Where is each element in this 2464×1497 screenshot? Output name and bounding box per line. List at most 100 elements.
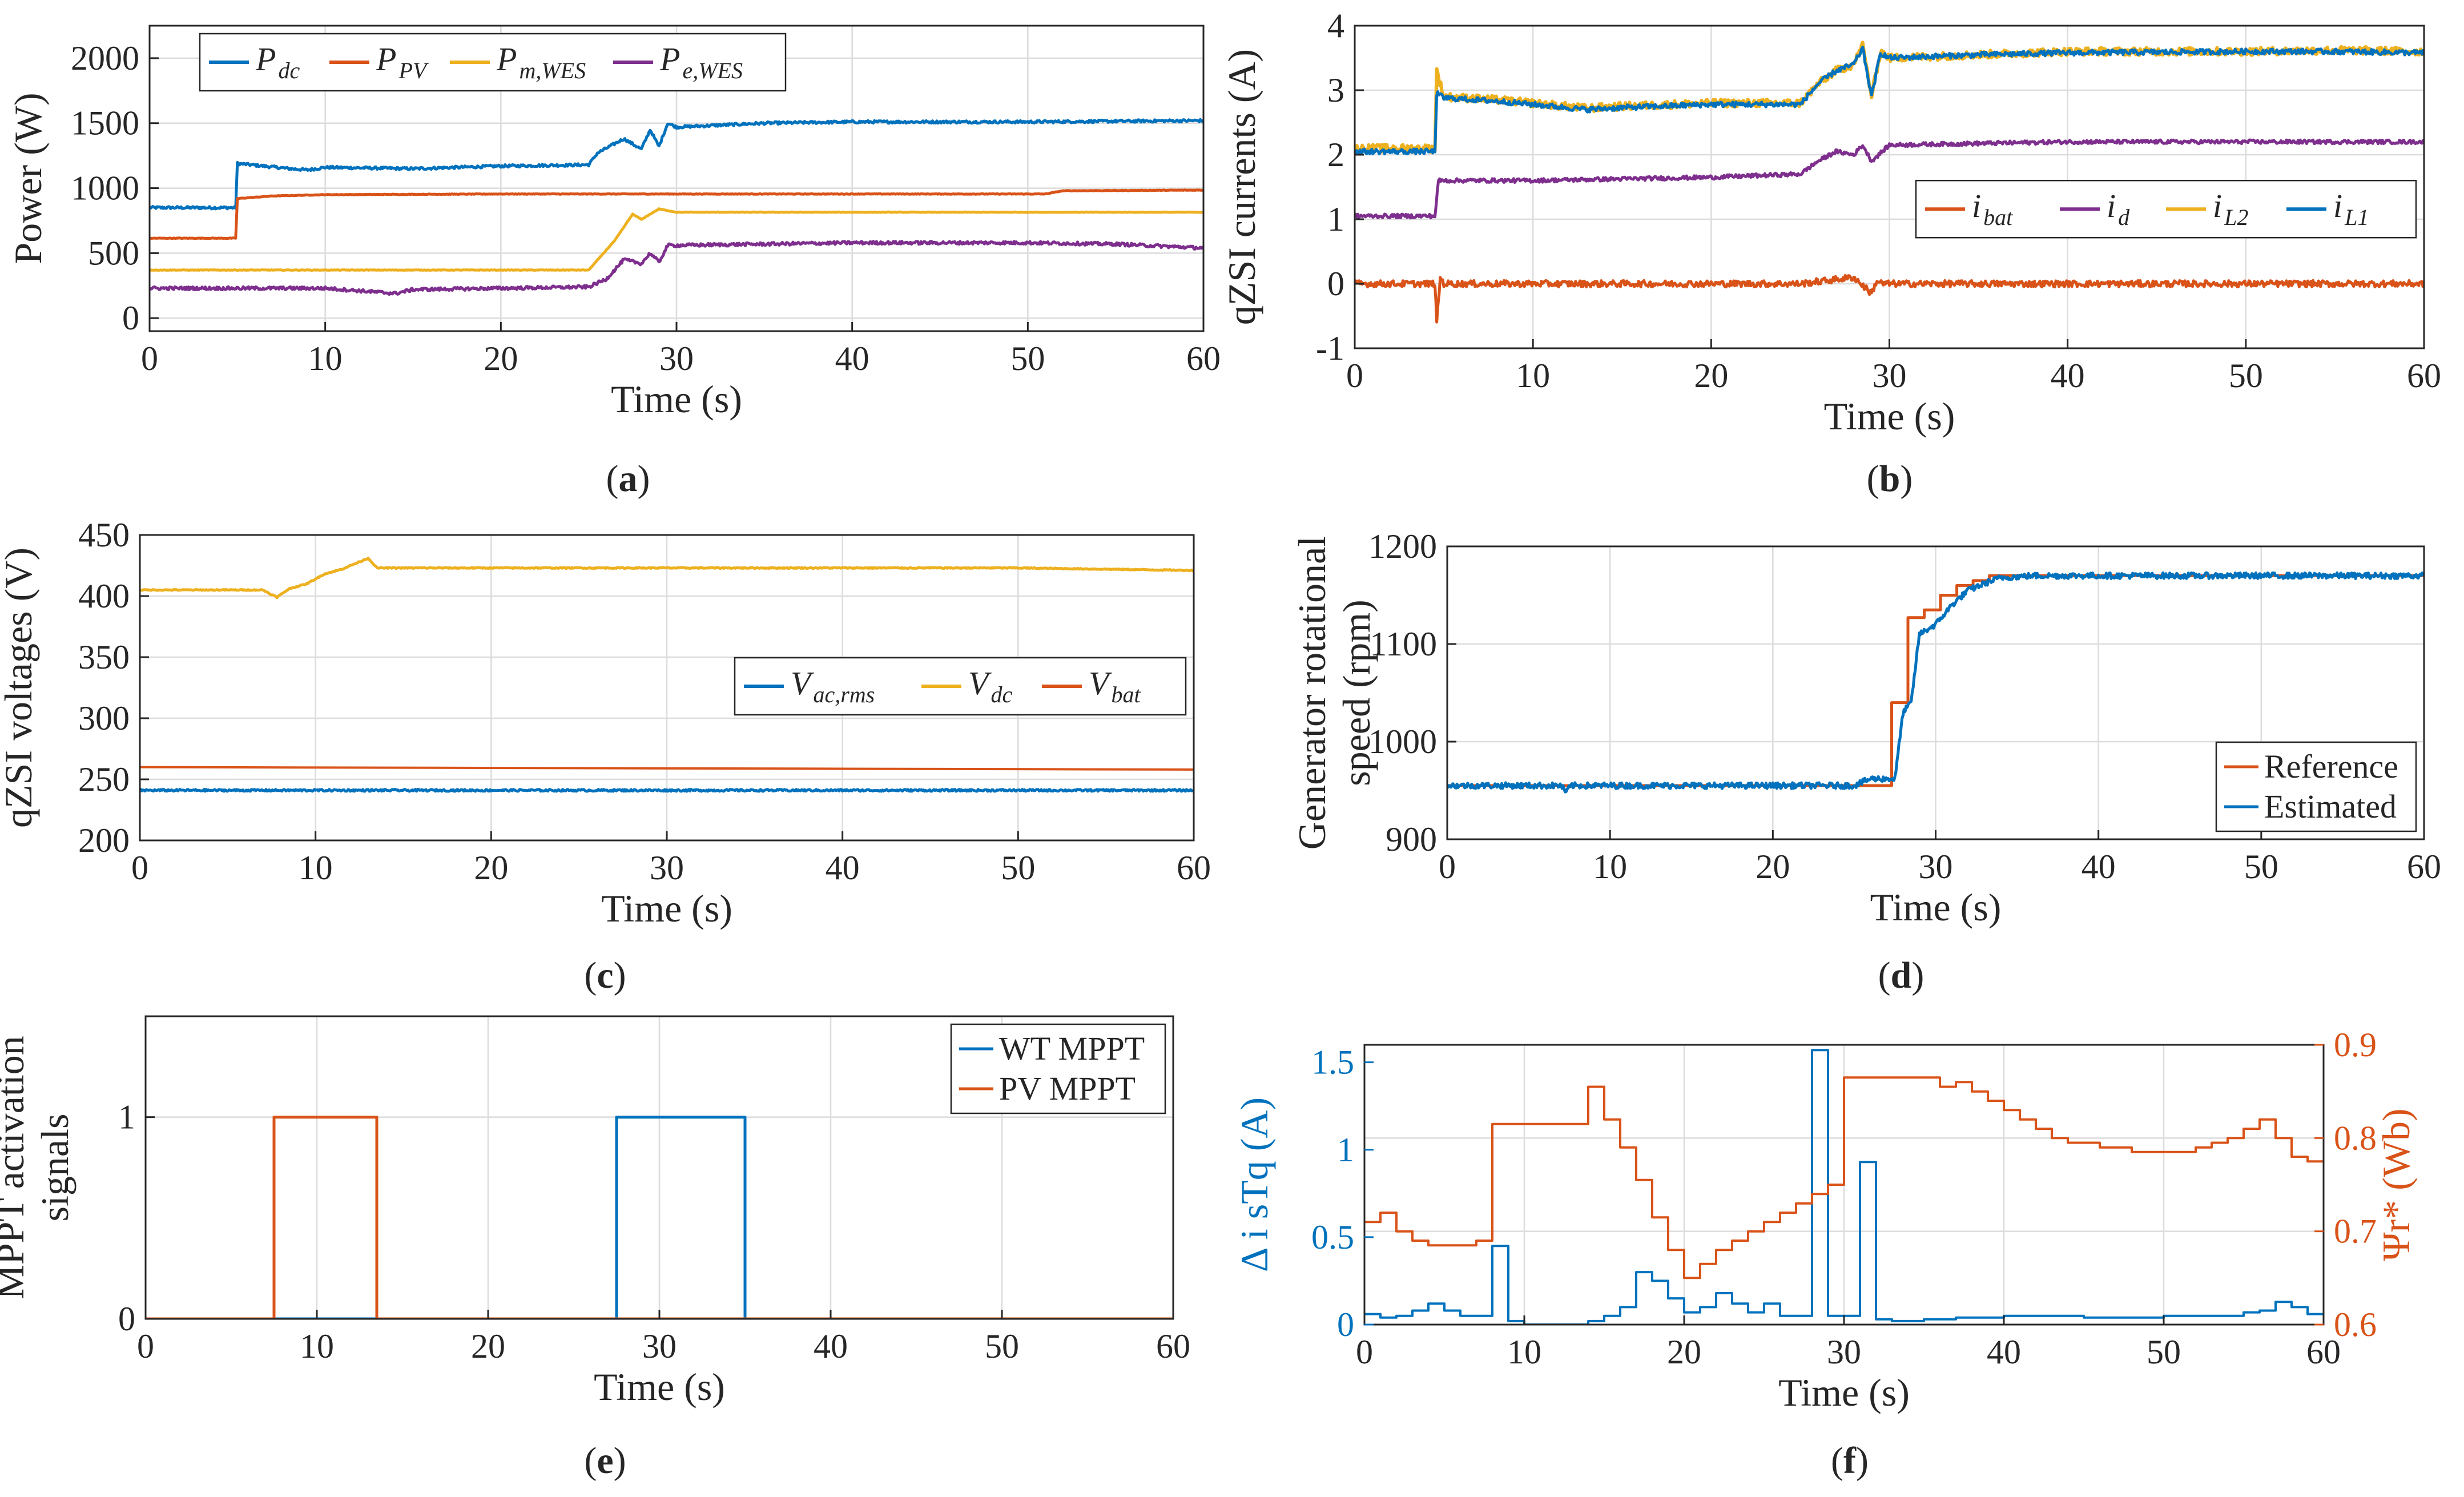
y-tick-label: 500 <box>88 234 139 272</box>
y-axis-label: signals <box>33 1114 77 1222</box>
y-axis-label: Generator rotational <box>1290 536 1334 850</box>
x-axis-label: Time (s) <box>1778 1371 1910 1414</box>
series-e-0 <box>146 1116 1173 1319</box>
y-tick-label: 0 <box>1337 1306 1354 1343</box>
x-axis-label: Time (s) <box>1870 886 2002 929</box>
x-tick-label: 50 <box>2244 848 2278 886</box>
y-tick-label: 900 <box>1386 820 1437 858</box>
y-tick-label: 1 <box>1327 200 1344 238</box>
x-tick-label: 40 <box>1987 1333 2021 1371</box>
legend-label: Estimated <box>2264 788 2397 825</box>
legend-b: i bat i d i L2 i L1 <box>1915 179 2417 239</box>
x-tick-label: 10 <box>300 1327 334 1365</box>
x-tick-label: 40 <box>826 849 860 887</box>
series-a-2 <box>150 207 1203 272</box>
y-tick-label: 1 <box>118 1098 135 1136</box>
y-axis-label: qZSI voltages (V) <box>0 548 40 828</box>
y-axis-label: qZSI currents (A) <box>1220 49 1263 325</box>
x-axis-label: Time (s) <box>611 377 742 421</box>
caption-a: (a) <box>606 458 650 500</box>
y-tick-label: 1200 <box>1368 528 1437 565</box>
x-tick-label: 60 <box>1186 340 1221 377</box>
legend-label: WT MPPT <box>999 1030 1145 1067</box>
y-axis-label: MPPT activation <box>0 1036 32 1299</box>
y-tick-label: 1000 <box>71 170 139 207</box>
series-b-0 <box>1355 274 2424 324</box>
x-tick-label: 30 <box>642 1327 677 1365</box>
x-tick-label: 20 <box>1667 1333 1701 1371</box>
y-tick-label: 0 <box>118 1300 135 1338</box>
x-tick-label: 40 <box>2081 848 2116 886</box>
legend-label: i L1 <box>2333 187 2369 230</box>
chart-f: 0 10 20 30 40 50 60 0 0.5 1 1.5 0.6 0.7 0.8 0.9 Time (s… <box>1233 1026 2418 1482</box>
x-tick-label: 30 <box>650 849 684 887</box>
caption-c: (c) <box>584 955 626 996</box>
legend-label: i L2 <box>2213 187 2248 230</box>
x-tick-label: 40 <box>835 340 869 377</box>
x-tick-label: 40 <box>814 1327 848 1365</box>
y-tick-label: 0 <box>1327 265 1344 303</box>
legend-label: i bat <box>1972 187 2013 230</box>
y-tick-label: 0 <box>122 299 139 337</box>
x-tick-label: 0 <box>1356 1333 1373 1371</box>
series-f-0 <box>1364 1049 2324 1325</box>
legend-box <box>199 33 787 92</box>
series-c-1 <box>140 557 1194 599</box>
caption-e: (e) <box>584 1440 626 1482</box>
x-tick-label: 60 <box>2407 357 2441 395</box>
x-tick-label: 30 <box>659 340 694 377</box>
y-tick-label: 1100 <box>1370 625 1437 663</box>
y-tick-label: 1500 <box>71 104 139 142</box>
legend-label: P PV <box>376 41 429 83</box>
chart-d: 0 10 20 30 40 50 60 900 1000 1100 1200 Time (s) Gene… <box>1290 528 2441 996</box>
caption-f: (f) <box>1831 1440 1869 1482</box>
y-tick-label: 2000 <box>71 39 139 77</box>
y-axis-label: speed (rpm) <box>1335 599 1378 786</box>
chart-e: 0 10 20 30 40 50 60 0 1 Time (s) MPPT activation si… <box>0 1015 1190 1482</box>
x-tick-label: 20 <box>471 1327 505 1365</box>
legend-box <box>950 1023 1166 1114</box>
x-tick-label: 0 <box>1346 357 1363 395</box>
y-right-tick-label: 0.6 <box>2334 1306 2377 1343</box>
y-tick-label: 450 <box>78 516 130 554</box>
y-right-tick-label: 0.9 <box>2334 1026 2377 1064</box>
x-axis-label: Time (s) <box>594 1365 725 1409</box>
y-tick-label: 400 <box>78 577 130 615</box>
x-tick-label: 20 <box>484 340 518 377</box>
y-axis-label: Power (W) <box>6 92 50 264</box>
chart-a: 0 10 20 30 40 50 60 0 500 1000 1500 2000 Time (s) Pow… <box>6 25 1221 500</box>
x-tick-label: 60 <box>1177 849 1211 887</box>
y-axis-label-left: Δ i sTq (A) <box>1233 1097 1276 1272</box>
y-right-tick-label: 0.8 <box>2334 1119 2377 1157</box>
x-tick-label: 50 <box>1001 849 1035 887</box>
x-tick-label: 40 <box>2051 357 2085 395</box>
x-tick-label: 50 <box>2147 1333 2181 1371</box>
x-axis-label: Time (s) <box>601 887 732 930</box>
series-a-3 <box>150 240 1203 296</box>
y-tick-label: 0.5 <box>1311 1218 1354 1256</box>
y-tick-label: 1000 <box>1368 723 1437 760</box>
x-tick-label: 0 <box>137 1327 154 1365</box>
chart-c: 0 10 20 30 40 50 60 200 250 300 350 400 450 Time (s) q… <box>0 516 1211 996</box>
legend-label: Reference <box>2264 748 2398 785</box>
y-tick-label: -1 <box>1316 329 1344 367</box>
y-tick-label: 1.5 <box>1311 1044 1354 1081</box>
y-tick-label: 300 <box>78 699 130 737</box>
y-tick-label: 350 <box>78 638 130 676</box>
caption-d: (d) <box>1878 955 1925 996</box>
y-tick-label: 200 <box>78 822 130 859</box>
x-tick-label: 20 <box>474 849 508 887</box>
y-axis-label-right: Ψr* (Wb) <box>2374 1108 2418 1261</box>
y-tick-label: 1 <box>1337 1131 1354 1169</box>
caption-b: (b) <box>1867 458 1913 500</box>
series-b-3 <box>1355 46 2424 156</box>
x-tick-label: 10 <box>1507 1333 1541 1371</box>
